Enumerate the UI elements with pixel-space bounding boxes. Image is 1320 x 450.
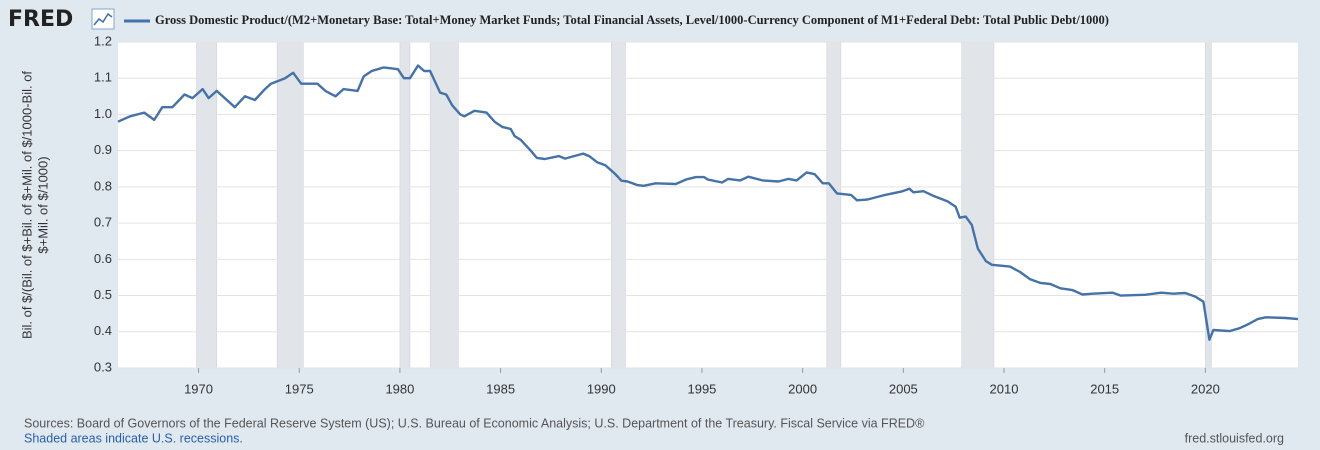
y-axis-label: $+Mil. of $/1000) [35,156,50,253]
x-tick-label: 1985 [486,381,515,396]
recession-band [826,41,842,369]
y-tick-label: 0.8 [94,178,112,193]
logo: FRED [8,7,73,32]
source: Sources: Board of Governors of the Feder… [24,416,925,430]
recessions [196,41,1212,369]
x-tick-label: 2010 [990,381,1019,396]
series-line [117,64,1299,341]
y-axis-label: Bil. of $/(Bil. of $+Bil. of $+Mil. of $… [19,71,34,339]
recession-band [276,41,304,369]
y-tick-label: 1.1 [94,70,112,85]
x-tick-label: 1995 [687,381,716,396]
x-tick-label: 2020 [1191,381,1220,396]
site: fred.stlouisfed.org [1185,431,1284,445]
y-tick-label: 0.3 [94,359,112,374]
x-tick-label: 2000 [788,381,817,396]
y-tick-label: 0.4 [94,323,112,338]
y-tick-label: 0.6 [94,251,112,266]
y-tick-label: 0.9 [94,142,112,157]
x-tick-label: 1980 [385,381,414,396]
logo-icon [91,8,115,30]
plot-area [118,42,1298,368]
x-tick-label: 1990 [587,381,616,396]
recession-note: Shaded areas indicate U.S. recessions. [24,431,243,445]
x-tick-label: 2005 [889,381,918,396]
recession-band [399,41,411,369]
recession-band [611,41,626,369]
recession-band [429,41,459,369]
x-tick-label: 2015 [1090,381,1119,396]
x-tick-label: 1970 [184,381,213,396]
legend-label: Gross Domestic Product/(M2+Monetary Base… [155,13,1109,27]
series [117,64,1299,341]
grid [118,41,1298,369]
y-tick-label: 0.7 [94,215,112,230]
recession-band [961,41,995,369]
y-tick-label: 1.2 [94,33,112,48]
y-tick-label: 0.5 [94,287,112,302]
y-tick-label: 1.0 [94,106,112,121]
x-tick-label: 1975 [285,381,314,396]
